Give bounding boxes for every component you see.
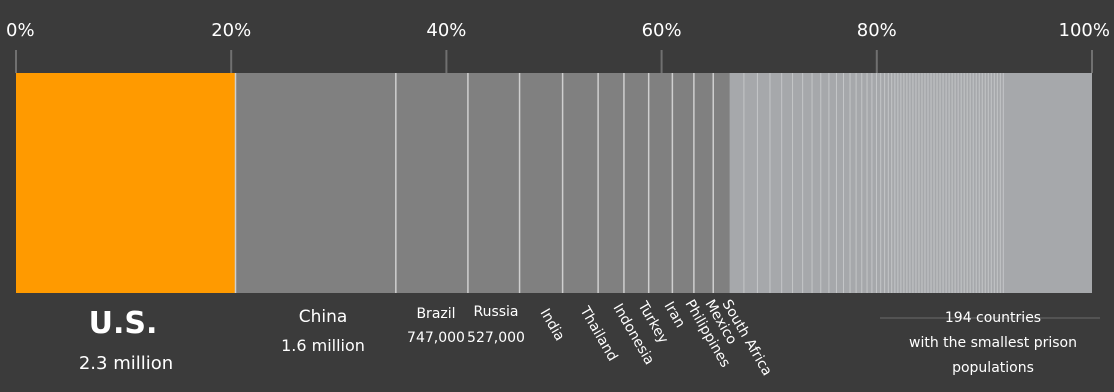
bar-segment-india	[519, 73, 563, 293]
stacked-bar	[16, 73, 1092, 293]
bar-segment-russia	[467, 73, 520, 293]
label-brazil-name: Brazil	[416, 306, 455, 322]
label-us-name: U.S.	[89, 306, 158, 341]
bar-segment-brazil	[395, 73, 468, 293]
label-china-name: China	[299, 307, 348, 327]
label-us-value: 2.3 million	[79, 353, 173, 374]
bar-segment-thailand	[562, 73, 599, 293]
rest-label-line-3: populations	[952, 360, 1034, 376]
bar-segment-iran	[648, 73, 673, 293]
axis-tick-label: 20%	[211, 20, 251, 41]
label-brazil-value: 747,000	[407, 330, 465, 346]
bar-segment-rest	[729, 73, 1092, 293]
axis-tick-label: 80%	[857, 20, 897, 41]
bar-segment-philippines	[672, 73, 694, 293]
bar-segment-turkey	[623, 73, 649, 293]
percent-axis: 0% 20% 40% 60% 80% 100%	[6, 20, 1110, 73]
label-china-value: 1.6 million	[281, 336, 365, 355]
axis-tick-label: 100%	[1059, 20, 1110, 41]
label-russia-name: Russia	[473, 304, 518, 320]
axis-tick-label: 0%	[6, 20, 35, 41]
rest-label-line-1: 194 countries	[945, 310, 1041, 326]
rest-label-line-2: with the smallest prison	[909, 335, 1077, 351]
axis-tick-label: 60%	[642, 20, 682, 41]
bar-segment-u-s-	[16, 73, 236, 293]
axis-tick-label: 40%	[426, 20, 466, 41]
bar-segment-south-africa	[713, 73, 730, 293]
bar-segment-china	[235, 73, 396, 293]
bar-segment-mexico	[693, 73, 714, 293]
label-russia-value: 527,000	[467, 330, 525, 346]
bar-segment-indonesia	[598, 73, 624, 293]
